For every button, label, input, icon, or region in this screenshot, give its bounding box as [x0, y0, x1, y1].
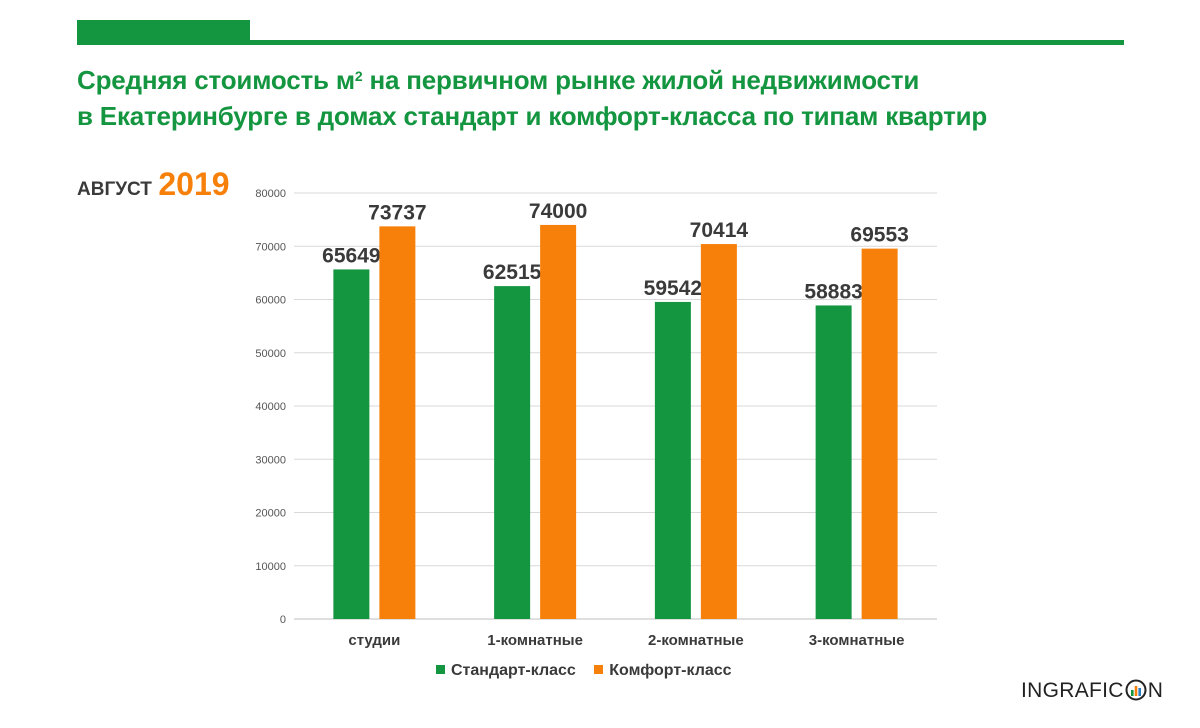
bar-chart-logo-icon: [1125, 679, 1147, 707]
data-label: 70414: [690, 219, 749, 242]
data-label: 74000: [529, 200, 587, 223]
bar: [494, 286, 531, 619]
y-tick-label: 80000: [255, 188, 286, 200]
data-label: 59542: [644, 277, 702, 300]
header-rule: [77, 40, 1124, 45]
header-accent-block: [77, 20, 250, 45]
y-tick-label: 40000: [255, 401, 286, 413]
y-tick-label: 10000: [255, 561, 286, 573]
data-label: 65649: [322, 244, 380, 267]
title-superscript: 2: [354, 68, 363, 84]
legend-label-comfort: Комфорт-класс: [609, 662, 732, 679]
period-month: АВГУСТ: [77, 179, 152, 200]
legend-item-standard: Стандарт-класс: [436, 662, 576, 680]
title-line1-pre: Средняя стоимость м: [77, 65, 355, 95]
x-tick-label: 3-комнатные: [809, 632, 905, 649]
bar: [815, 305, 852, 619]
brand-text-pre: INGRAFIC: [1021, 679, 1124, 702]
data-label: 62515: [483, 261, 542, 284]
y-tick-label: 0: [280, 614, 286, 626]
legend-item-comfort: Комфорт-класс: [594, 662, 732, 680]
bar: [379, 226, 416, 620]
x-tick-label: 2-комнатные: [648, 632, 744, 649]
brand-logo: INGRAFIC N: [1021, 679, 1163, 707]
bar: [540, 224, 577, 619]
bar: [861, 248, 898, 619]
x-tick-label: 1-комнатные: [487, 632, 583, 649]
y-tick-label: 30000: [255, 454, 286, 466]
brand-text-post: N: [1147, 679, 1164, 702]
y-tick-label: 70000: [255, 241, 286, 253]
legend-label-standard: Стандарт-класс: [451, 662, 576, 679]
period-label: АВГУСТ 2019: [77, 166, 230, 203]
y-tick-label: 50000: [255, 348, 286, 360]
title-line1-post: на первичном рынке жилой недвижимости: [362, 65, 920, 95]
y-tick-label: 20000: [255, 508, 286, 520]
data-label: 69553: [850, 224, 908, 247]
data-label: 73737: [368, 201, 426, 224]
page-title: Средняя стоимость м2 на первичном рынке …: [77, 62, 987, 134]
legend-swatch-standard: [436, 665, 445, 674]
bar: [700, 244, 737, 619]
bar: [333, 269, 370, 619]
chart-legend: Стандарт-класс Комфорт-класс: [436, 662, 746, 680]
data-label: 58883: [804, 280, 862, 303]
legend-swatch-comfort: [594, 665, 604, 674]
title-line2: в Екатеринбурге в домах стандарт и комфо…: [77, 101, 988, 131]
y-tick-label: 60000: [255, 295, 286, 307]
bar: [654, 301, 691, 619]
x-tick-label: студии: [348, 632, 400, 649]
period-year: 2019: [158, 166, 230, 202]
